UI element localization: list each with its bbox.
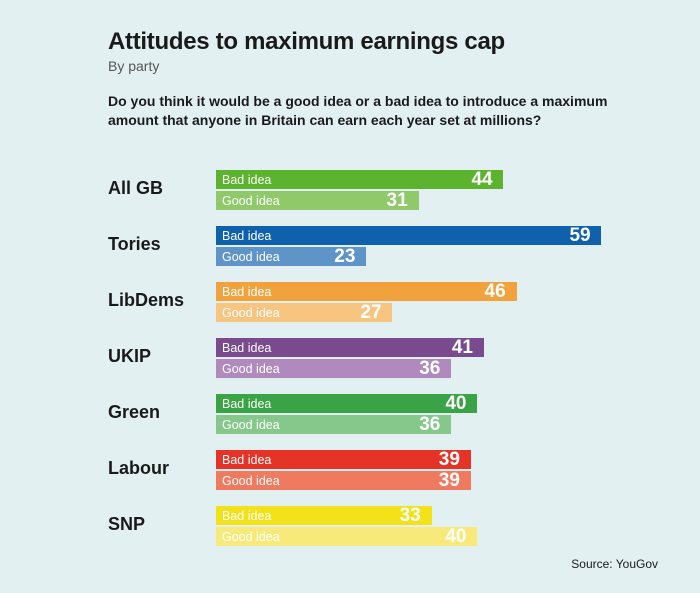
good-idea-bar: Good idea 40 [216, 527, 608, 546]
good-idea-bar: Good idea 23 [216, 247, 608, 266]
party-label: SNP [108, 514, 145, 535]
good-idea-bar: Good idea 27 [216, 303, 608, 322]
bad-idea-bar: Bad idea 39 [216, 450, 608, 469]
bar-label: Good idea [216, 418, 280, 432]
bar-label: Bad idea [216, 453, 271, 467]
bar-value: 44 [471, 170, 492, 189]
party-group: SNP Bad idea 33 Good idea 40 [108, 506, 608, 546]
bar-value: 36 [419, 359, 440, 378]
bar-label: Bad idea [216, 173, 271, 187]
bar-label: Good idea [216, 250, 280, 264]
bar-pair: Bad idea 59 Good idea 23 [216, 226, 608, 266]
bar-value: 40 [445, 394, 466, 413]
bar-value: 31 [387, 191, 408, 210]
bar-fill [216, 226, 601, 245]
party-label: Green [108, 402, 160, 423]
party-group: Tories Bad idea 59 Good idea 23 [108, 226, 608, 266]
bar-label: Good idea [216, 306, 280, 320]
bar-chart: All GB Bad idea 44 Good idea 31 Tories Bad ide… [108, 170, 608, 562]
bar-label: Good idea [216, 194, 280, 208]
bar-value: 39 [439, 450, 460, 469]
good-idea-bar: Good idea 36 [216, 359, 608, 378]
bar-label: Bad idea [216, 285, 271, 299]
bar-pair: Bad idea 46 Good idea 27 [216, 282, 608, 322]
bar-pair: Bad idea 33 Good idea 40 [216, 506, 608, 546]
party-label: All GB [108, 178, 163, 199]
chart-subtitle: By party [108, 58, 159, 74]
bar-pair: Bad idea 40 Good idea 36 [216, 394, 608, 434]
bad-idea-bar: Bad idea 33 [216, 506, 608, 525]
bar-value: 59 [569, 226, 590, 245]
bar-value: 40 [445, 527, 466, 546]
party-label: Labour [108, 458, 169, 479]
bar-value: 33 [400, 506, 421, 525]
bar-label: Bad idea [216, 341, 271, 355]
bar-label: Bad idea [216, 397, 271, 411]
bar-label: Bad idea [216, 229, 271, 243]
chart-question: Do you think it would be a good idea or … [108, 92, 608, 130]
bar-value: 39 [439, 471, 460, 490]
party-label: UKIP [108, 346, 151, 367]
good-idea-bar: Good idea 36 [216, 415, 608, 434]
party-group: LibDems Bad idea 46 Good idea 27 [108, 282, 608, 322]
party-label: Tories [108, 234, 161, 255]
bar-value: 41 [452, 338, 473, 357]
party-group: All GB Bad idea 44 Good idea 31 [108, 170, 608, 210]
bad-idea-bar: Bad idea 59 [216, 226, 608, 245]
bar-pair: Bad idea 44 Good idea 31 [216, 170, 608, 210]
chart-title: Attitudes to maximum earnings cap [108, 28, 505, 56]
bad-idea-bar: Bad idea 44 [216, 170, 608, 189]
bar-pair: Bad idea 39 Good idea 39 [216, 450, 608, 490]
bar-label: Bad idea [216, 509, 271, 523]
party-label: LibDems [108, 290, 184, 311]
bad-idea-bar: Bad idea 46 [216, 282, 608, 301]
good-idea-bar: Good idea 39 [216, 471, 608, 490]
party-group: Labour Bad idea 39 Good idea 39 [108, 450, 608, 490]
party-group: UKIP Bad idea 41 Good idea 36 [108, 338, 608, 378]
bar-pair: Bad idea 41 Good idea 36 [216, 338, 608, 378]
bar-label: Good idea [216, 362, 280, 376]
bad-idea-bar: Bad idea 41 [216, 338, 608, 357]
bad-idea-bar: Bad idea 40 [216, 394, 608, 413]
bar-value: 36 [419, 415, 440, 434]
bar-label: Good idea [216, 474, 280, 488]
party-group: Green Bad idea 40 Good idea 36 [108, 394, 608, 434]
good-idea-bar: Good idea 31 [216, 191, 608, 210]
chart-canvas: Attitudes to maximum earnings cap By par… [0, 0, 700, 593]
source-attribution: Source: YouGov [571, 557, 658, 571]
bar-value: 23 [334, 247, 355, 266]
bar-value: 27 [360, 303, 381, 322]
bar-label: Good idea [216, 530, 280, 544]
bar-value: 46 [485, 282, 506, 301]
